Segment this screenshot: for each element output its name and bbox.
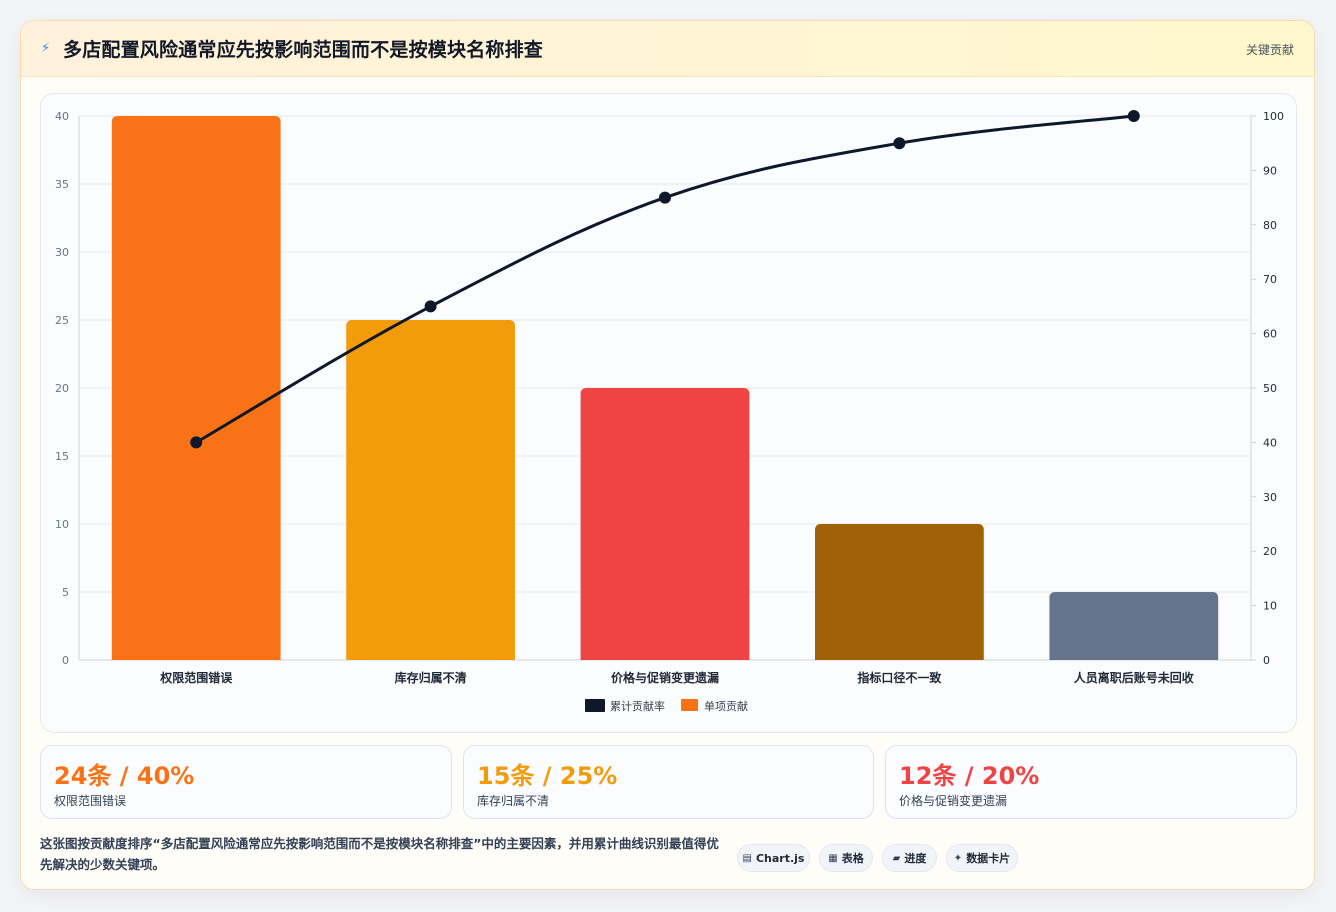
table-icon: ▦ — [828, 852, 838, 864]
stat-label: 权限范围错误 — [54, 794, 127, 808]
chip-data-card[interactable]: ✦ 数据卡片 — [946, 844, 1018, 872]
legend-swatch-line — [585, 699, 605, 712]
bar-5 — [1049, 592, 1219, 660]
y2-tick-label: 40 — [1263, 436, 1277, 449]
chip-label: Chart.js — [755, 851, 805, 865]
y-tick-label: 5 — [62, 586, 69, 599]
chip-progress[interactable]: ▰ 进度 — [882, 844, 937, 872]
chip-chartjs[interactable]: ▤ Chart.js — [737, 844, 810, 872]
bar-2 — [346, 320, 515, 660]
x-tick-label: 人员离职后账号未回收 — [1074, 670, 1194, 685]
card-header: ⚡ 多店配置风险通常应先按影响范围而不是按模块名称排查 关键贡献 — [21, 21, 1314, 77]
y-tick-label: 40 — [55, 110, 69, 123]
chip-label: 表格 — [841, 852, 864, 865]
y2-tick-label: 100 — [1263, 110, 1284, 123]
y-tick-label: 20 — [55, 382, 69, 395]
cumulative-point-1 — [190, 436, 203, 449]
chart-description: 这张图按贡献度排序“多店配置风险通常应先按影响范围而不是按模块名称排查”中的主要… — [40, 836, 719, 872]
progress-icon: ▰ — [892, 852, 901, 864]
stat-label: 库存归属不清 — [477, 794, 550, 808]
chart-panel: 0 5 10 15 20 25 30 35 40 0 10 20 30 40 50 60 70 80 90 100 权限… — [40, 93, 1297, 733]
header-badge: 关键贡献 — [1245, 43, 1294, 57]
y-tick-label: 10 — [55, 518, 69, 531]
y2-tick-label: 30 — [1263, 491, 1277, 504]
x-tick-label: 权限范围错误 — [159, 670, 233, 685]
cumulative-point-5 — [1127, 110, 1140, 122]
stat-card-3: 12条 / 20% 价格与促销变更遗漏 — [885, 745, 1297, 819]
y2-tick-label: 0 — [1263, 654, 1270, 667]
y2-tick-label: 10 — [1263, 600, 1277, 613]
stat-value: 15条 / 25% — [477, 762, 618, 790]
stat-cards: 24条 / 40% 权限范围错误 15条 / 25% 库存归属不清 12条 / … — [40, 745, 1297, 819]
bar-1 — [111, 116, 281, 660]
legend-label: 单项贡献 — [704, 699, 748, 713]
stat-card-2: 15条 / 25% 库存归属不清 — [463, 745, 874, 819]
y2-tick-label: 20 — [1263, 545, 1277, 558]
cumulative-point-4 — [893, 137, 906, 150]
bar-4 — [815, 524, 984, 660]
card-icon: ✦ — [953, 852, 963, 864]
y2-tick-label: 90 — [1263, 164, 1277, 177]
y2-tick-label: 60 — [1263, 328, 1277, 341]
y2-tick-label: 50 — [1263, 382, 1277, 395]
chip-table[interactable]: ▦ 表格 — [819, 844, 873, 872]
chart-icon: ▤ — [742, 852, 752, 864]
stat-label: 价格与促销变更遗漏 — [899, 794, 1008, 808]
lightning-icon: ⚡ — [41, 41, 51, 56]
y-tick-label: 0 — [62, 654, 69, 667]
y-tick-label: 35 — [55, 178, 69, 191]
y-tick-label: 15 — [55, 450, 69, 463]
card-title: 多店配置风险通常应先按影响范围而不是按模块名称排查 — [63, 39, 544, 61]
x-tick-label: 价格与促销变更遗漏 — [611, 670, 719, 685]
bar-3 — [580, 388, 750, 660]
legend-label: 累计贡献率 — [610, 699, 665, 713]
y-tick-label: 30 — [55, 246, 69, 259]
cumulative-point-2 — [424, 300, 437, 313]
y2-tick-label: 70 — [1263, 273, 1277, 286]
stat-card-1: 24条 / 40% 权限范围错误 — [40, 745, 452, 819]
x-tick-label: 库存归属不清 — [395, 670, 467, 685]
chip-label: 数据卡片 — [966, 852, 1011, 865]
pareto-chart: 0 5 10 15 20 25 30 35 40 0 10 20 30 40 50 60 70 80 90 100 权限… — [55, 110, 1284, 713]
chart-card: ⚡ 多店配置风险通常应先按影响范围而不是按模块名称排查 关键贡献 0 5 10 15 2… — [20, 20, 1315, 890]
cumulative-point-3 — [659, 191, 671, 204]
y-tick-label: 25 — [55, 314, 69, 327]
stat-value: 24条 / 40% — [54, 762, 195, 790]
legend-swatch-bar — [681, 699, 698, 711]
chip-label: 进度 — [904, 852, 927, 865]
y2-tick-label: 80 — [1263, 219, 1277, 232]
x-tick-label: 指标口径不一致 — [857, 670, 942, 685]
stat-value: 12条 / 20% — [899, 762, 1040, 790]
